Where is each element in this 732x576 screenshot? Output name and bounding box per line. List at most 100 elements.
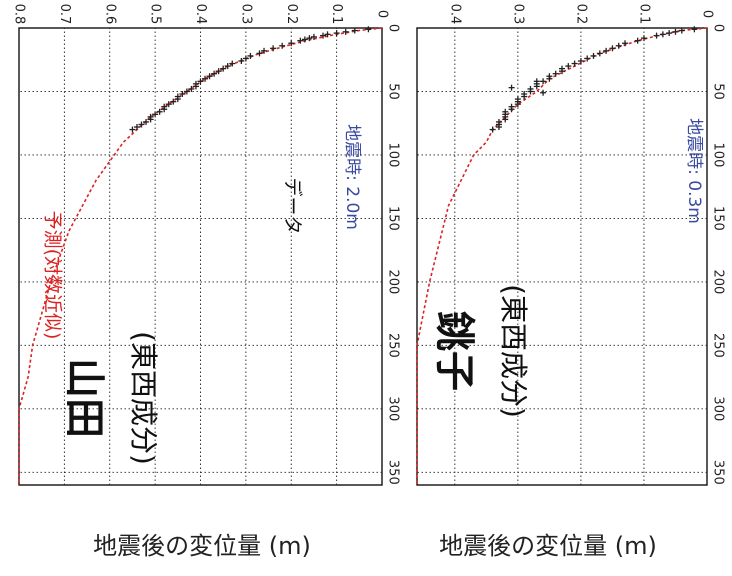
data-point: [215, 68, 222, 75]
data-point: [584, 55, 591, 62]
data-point: [502, 116, 509, 123]
data-annotation: データ: [282, 177, 304, 234]
data-point: [508, 106, 515, 113]
x-tick-label: 250: [386, 333, 401, 358]
data-point: [571, 60, 578, 67]
y-tick-label: 0: [375, 10, 390, 18]
x-tick-label: 250: [711, 333, 726, 358]
data-point: [540, 89, 547, 96]
chart-panel-choshi: 0 0.1 0.2 0.3 0.4 0 50 100 150 200 250 300 350 地震後の変…: [416, 4, 726, 560]
data-point: [156, 108, 163, 115]
data-marks: [18, 26, 383, 485]
data-point: [279, 42, 286, 49]
data-point: [495, 124, 502, 131]
component-label: (東西成分): [127, 331, 160, 465]
x-tick-label: 150: [386, 206, 401, 231]
data-point: [183, 88, 190, 95]
data-point: [288, 40, 295, 47]
coseismic-annotation: 地震時: 0.3m: [684, 118, 704, 224]
y-tick-label: 0.7: [57, 4, 72, 25]
y-tick-label: 0.5: [148, 4, 163, 25]
x-tick-label: 50: [711, 83, 726, 100]
data-point: [174, 96, 181, 103]
data-point: [508, 84, 515, 91]
data-point: [603, 47, 610, 54]
data-point: [342, 28, 349, 35]
data-point: [609, 45, 616, 52]
data-point: [297, 37, 304, 44]
x-tick-label: 0: [386, 24, 401, 32]
data-point: [324, 31, 331, 38]
data-point: [229, 60, 236, 67]
data-point: [261, 47, 268, 54]
data-point: [489, 126, 496, 133]
chart-panel-yamada: 0 0.1 0.2 0.3 0.4 0.5 0.6 0.7 0.8 0 50 100 150 200 250…: [12, 4, 401, 560]
data-point: [615, 42, 622, 49]
station-name: 山田: [61, 358, 107, 438]
data-point: [634, 37, 641, 44]
data-point: [521, 93, 528, 100]
data-point: [533, 78, 540, 85]
data-point: [270, 45, 277, 52]
data-point: [170, 98, 177, 105]
data-point: [640, 35, 647, 42]
data-point: [533, 83, 540, 90]
data-point: [310, 33, 317, 40]
data-point: [691, 26, 698, 33]
x-tick-label: 100: [711, 143, 726, 168]
x-tick-label: 150: [711, 206, 726, 231]
data-point: [138, 121, 145, 128]
data-point: [590, 52, 597, 59]
data-point: [622, 40, 629, 47]
data-point: [333, 30, 340, 37]
data-point: [202, 75, 209, 82]
y-tick-label: 0.2: [573, 4, 588, 25]
data-point: [351, 27, 358, 34]
data-point: [220, 65, 227, 72]
y-tick-label: 0.4: [193, 4, 208, 25]
data-point: [552, 70, 559, 77]
coseismic-annotation: 地震時: 2.0m: [342, 124, 362, 230]
data-point: [238, 58, 245, 65]
grid-lines: [19, 28, 382, 485]
data-point: [188, 85, 195, 92]
data-point: [256, 50, 263, 57]
data-point: [206, 73, 213, 80]
y-tick-label: 0.1: [636, 4, 651, 25]
data-point: [365, 26, 372, 33]
data-point: [540, 78, 547, 85]
x-tick-label: 350: [386, 460, 401, 485]
y-tick-label: 0.3: [510, 4, 525, 25]
data-point: [596, 50, 603, 57]
data-point: [147, 116, 154, 123]
data-point: [320, 32, 327, 39]
data-point: [565, 63, 572, 70]
data-point: [133, 124, 140, 131]
data-point: [653, 32, 660, 39]
data-point: [301, 36, 308, 43]
x-tick-label: 200: [711, 269, 726, 294]
data-point: [129, 126, 136, 133]
x-tick-label: 300: [711, 396, 726, 421]
data-point: [247, 52, 254, 59]
data-point: [152, 111, 159, 118]
data-marks: [416, 26, 708, 485]
prediction-curve: [416, 27, 708, 485]
data-point: [197, 78, 204, 85]
data-point: [527, 88, 534, 95]
data-point: [546, 75, 553, 82]
data-point: [577, 58, 584, 65]
data-point: [211, 70, 218, 77]
grid-lines: [417, 28, 707, 485]
y-tick-label: 0.3: [238, 4, 253, 25]
data-point: [143, 118, 150, 125]
y-axis-label: 地震後の変位量 (m): [439, 532, 657, 560]
y-tick-label: 0.8: [12, 4, 27, 25]
data-point: [659, 31, 666, 38]
data-point: [179, 91, 186, 98]
y-tick-label: 0.4: [447, 4, 462, 25]
station-name: 銚子: [431, 311, 477, 391]
data-point: [165, 101, 172, 108]
x-tick-label: 100: [386, 143, 401, 168]
